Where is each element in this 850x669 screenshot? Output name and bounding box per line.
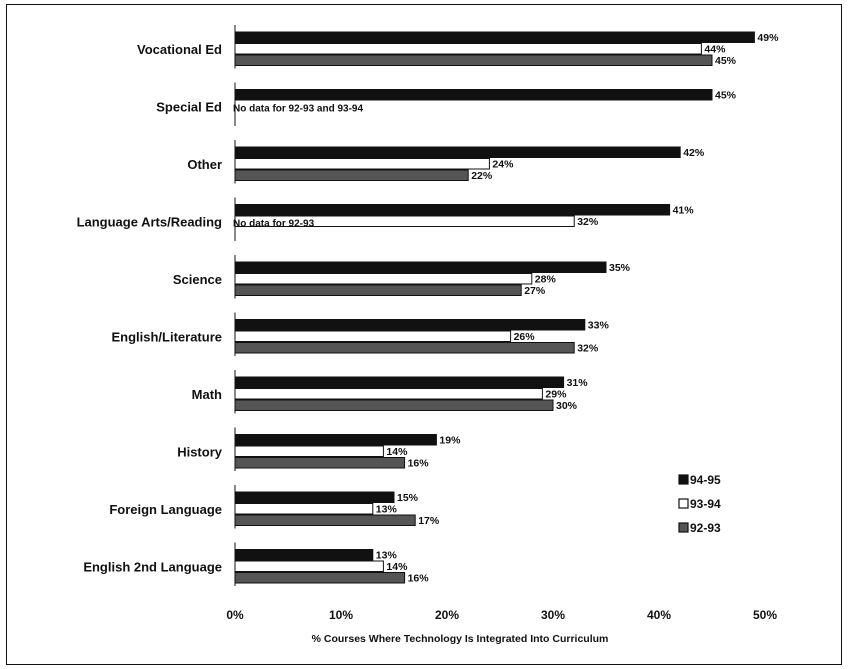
data-label: 22%	[471, 170, 493, 182]
bar-92-93	[234, 342, 575, 354]
bar-92-93	[234, 514, 416, 526]
bar-92-93	[234, 457, 406, 469]
category-label: Foreign Language	[109, 502, 222, 517]
bar-94-95	[234, 146, 681, 158]
legend: 94-95 93-94 92-93	[678, 473, 721, 535]
bar-chart: Vocational Ed Special Ed Other Language Art…	[77, 25, 779, 645]
category-label: English/Literature	[111, 329, 222, 344]
x-tick-label: 0%	[226, 608, 244, 622]
data-label: 27%	[524, 285, 546, 297]
x-axis-title: % Courses Where Technology Is Integrated…	[312, 633, 609, 645]
data-label: 16%	[408, 458, 430, 470]
bar-94-95	[234, 31, 755, 43]
no-data-note: No data for 92-93	[233, 219, 315, 230]
category-label: Science	[173, 272, 222, 287]
chart-frame: Vocational Ed Special Ed Other Language Art…	[6, 4, 842, 665]
bar-93-94	[234, 445, 384, 457]
legend-swatch	[678, 474, 689, 485]
no-data-notes: No data for 92-93 and 93-94 No data for 9…	[233, 104, 363, 230]
bars	[234, 25, 755, 586]
data-label: 14%	[386, 561, 408, 573]
bar-94-95	[234, 204, 671, 216]
data-label: 26%	[514, 331, 536, 343]
category-label: English 2nd Language	[83, 559, 222, 574]
data-label: 15%	[397, 492, 419, 504]
data-label: 44%	[704, 44, 726, 56]
legend-label: 92-93	[690, 521, 721, 535]
data-label: 45%	[715, 90, 737, 102]
data-label: 41%	[673, 205, 695, 217]
legend-label: 94-95	[690, 473, 721, 487]
data-label: 33%	[588, 320, 610, 332]
data-label: 49%	[757, 32, 779, 44]
no-data-note: No data for 92-93 and 93-94	[233, 104, 363, 115]
bar-94-95	[234, 549, 374, 561]
bar-92-93	[234, 284, 522, 296]
category-label: Other	[187, 157, 222, 172]
bar-94-95	[234, 89, 713, 101]
legend-swatch	[678, 522, 689, 533]
bar-93-94	[234, 43, 702, 55]
bar-92-93	[234, 399, 554, 411]
data-label: 31%	[567, 377, 589, 389]
data-label: 13%	[376, 550, 398, 562]
bar-93-94	[234, 503, 374, 515]
category-label: History	[177, 444, 223, 459]
data-label: 24%	[492, 159, 514, 171]
bar-94-95	[234, 434, 437, 446]
legend-swatch	[678, 498, 689, 509]
category-label: Vocational Ed	[137, 42, 222, 57]
data-label: 28%	[535, 274, 557, 286]
data-label: 14%	[386, 446, 408, 458]
bar-94-95	[234, 491, 395, 503]
x-tick-label: 10%	[329, 608, 353, 622]
data-label: 32%	[577, 343, 599, 355]
bar-93-94	[234, 388, 543, 400]
bar-93-94	[234, 273, 533, 285]
category-labels: Vocational Ed Special Ed Other Language Art…	[77, 42, 223, 575]
bar-92-93	[234, 54, 713, 66]
bar-94-95	[234, 319, 586, 331]
data-label: 13%	[376, 504, 398, 516]
data-label: 16%	[408, 573, 430, 585]
category-label: Special Ed	[156, 99, 222, 114]
bar-93-94	[234, 158, 490, 170]
category-label: Language Arts/Reading	[77, 214, 222, 229]
data-label: 17%	[418, 515, 440, 527]
x-tick-label: 40%	[647, 608, 671, 622]
x-tick-label: 30%	[541, 608, 565, 622]
bar-93-94	[234, 560, 384, 572]
data-label: 35%	[609, 262, 631, 274]
bar-92-93	[234, 572, 406, 584]
value-labels: 49%44%45%45%42%24%22%41%32%35%28%27%33%2…	[376, 32, 779, 585]
data-label: 30%	[556, 400, 578, 412]
bar-92-93	[234, 169, 469, 181]
category-label: Math	[192, 387, 222, 402]
x-axis-ticks: 0% 10% 20% 30% 40% 50%	[226, 608, 777, 622]
bar-94-95	[234, 261, 607, 273]
x-tick-label: 20%	[435, 608, 459, 622]
data-label: 45%	[715, 55, 737, 67]
data-label: 32%	[577, 216, 599, 228]
x-tick-label: 50%	[753, 608, 777, 622]
data-label: 29%	[545, 389, 567, 401]
legend-label: 93-94	[690, 497, 721, 511]
bar-93-94	[234, 330, 512, 342]
data-label: 42%	[683, 147, 705, 159]
data-label: 19%	[439, 435, 461, 447]
bar-94-95	[234, 376, 565, 388]
bar-93-94	[234, 215, 575, 227]
